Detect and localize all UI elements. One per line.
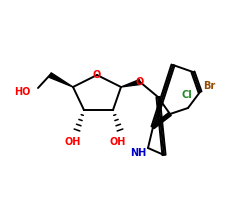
Text: OH: OH (65, 137, 81, 147)
Text: NH: NH (130, 148, 146, 158)
Text: Br: Br (203, 81, 215, 91)
Text: OH: OH (110, 137, 126, 147)
Text: O: O (136, 77, 144, 87)
Polygon shape (121, 80, 141, 87)
Text: Cl: Cl (182, 90, 192, 100)
Text: HO: HO (14, 87, 30, 97)
Polygon shape (49, 73, 73, 87)
Text: O: O (93, 70, 101, 80)
